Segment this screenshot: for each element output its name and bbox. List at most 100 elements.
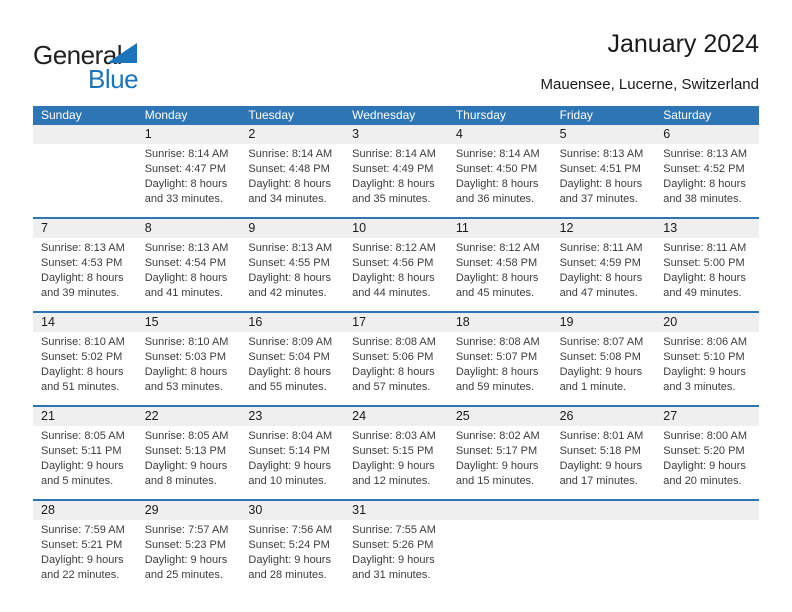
day-number: 27 — [655, 407, 759, 426]
day-header-sunday: Sunday — [41, 108, 82, 122]
calendar-week-row: 7 Sunrise: 8:13 AM Sunset: 4:53 PM Daylight… — [33, 217, 759, 311]
day-number: 3 — [344, 125, 448, 144]
day-details: Sunrise: 8:12 AM Sunset: 4:56 PM Daylight:… — [344, 238, 448, 301]
sunset-line: Sunset: 4:47 PM — [144, 163, 227, 175]
logo-word-blue: Blue — [88, 64, 139, 94]
calendar-day-cell: 30 Sunrise: 7:56 AM Sunset: 5:24 PM Dayligh… — [240, 501, 345, 593]
day-details: Sunrise: 7:55 AM Sunset: 5:26 PM Daylight:… — [344, 520, 448, 583]
calendar-day-cell: 23 Sunrise: 8:04 AM Sunset: 5:14 PM Dayligh… — [240, 407, 345, 499]
calendar-day-cell: 14 Sunrise: 8:10 AM Sunset: 5:02 PM Dayligh… — [33, 313, 137, 405]
day-details: Sunrise: 8:14 AM Sunset: 4:47 PM Daylight:… — [137, 144, 241, 207]
sunset-line: Sunset: 5:02 PM — [41, 351, 123, 363]
sunrise-line: Sunrise: 8:02 AM — [455, 430, 540, 442]
day-number: 17 — [344, 313, 448, 332]
sunset-line: Sunset: 5:00 PM — [663, 257, 745, 269]
day-details: Sunrise: 8:13 AM Sunset: 4:52 PM Daylight:… — [655, 144, 759, 207]
day-details: Sunrise: 8:08 AM Sunset: 5:07 PM Daylight:… — [448, 332, 552, 395]
day-header-friday: Friday — [559, 108, 593, 122]
sunset-line: Sunset: 5:18 PM — [559, 445, 641, 457]
daylight-line: Daylight: 9 hours and 15 minutes. — [455, 460, 539, 487]
day-header-tuesday: Tuesday — [248, 108, 295, 122]
day-details: Sunrise: 8:08 AM Sunset: 5:06 PM Daylight:… — [344, 332, 448, 395]
calendar-day-cell: 9 Sunrise: 8:13 AM Sunset: 4:55 PM Daylight… — [240, 219, 345, 311]
sunset-line: Sunset: 5:04 PM — [248, 351, 330, 363]
day-details: Sunrise: 8:10 AM Sunset: 5:02 PM Daylight:… — [33, 332, 137, 395]
calendar-day-cell: 21 Sunrise: 8:05 AM Sunset: 5:11 PM Dayligh… — [33, 407, 137, 499]
daylight-line: Daylight: 8 hours and 45 minutes. — [455, 272, 539, 299]
calendar: Sunday Monday Tuesday Wednesday Thursday Frid… — [33, 106, 759, 593]
daylight-line: Daylight: 9 hours and 22 minutes. — [41, 554, 124, 581]
calendar-day-cell-empty — [33, 125, 137, 217]
day-header-saturday: Saturday — [663, 108, 712, 122]
calendar-day-cell: 19 Sunrise: 8:07 AM Sunset: 5:08 PM Dayligh… — [551, 313, 656, 405]
day-number — [655, 501, 759, 520]
sunrise-line: Sunrise: 8:10 AM — [144, 336, 229, 348]
sunset-line: Sunset: 5:06 PM — [352, 351, 434, 363]
sunset-line: Sunset: 4:49 PM — [352, 163, 434, 175]
calendar-day-cell: 22 Sunrise: 8:05 AM Sunset: 5:13 PM Dayligh… — [136, 407, 241, 499]
sunset-line: Sunset: 5:21 PM — [41, 539, 123, 551]
sunset-line: Sunset: 4:58 PM — [455, 257, 538, 269]
sunrise-line: Sunrise: 8:05 AM — [41, 430, 125, 442]
sunrise-line: Sunrise: 8:13 AM — [41, 242, 125, 254]
calendar-day-cell: 15 Sunrise: 8:10 AM Sunset: 5:03 PM Dayligh… — [136, 313, 241, 405]
calendar-day-cell: 7 Sunrise: 8:13 AM Sunset: 4:53 PM Daylight… — [33, 219, 137, 311]
sunrise-line: Sunrise: 7:57 AM — [144, 524, 229, 536]
sunrise-line: Sunrise: 8:11 AM — [559, 242, 643, 254]
day-details: Sunrise: 7:57 AM Sunset: 5:23 PM Daylight:… — [137, 520, 241, 583]
day-number: 4 — [447, 125, 552, 144]
sunset-line: Sunset: 4:54 PM — [144, 257, 227, 269]
page-title: January 2024 — [607, 30, 759, 58]
sunset-line: Sunset: 4:56 PM — [352, 257, 434, 269]
sunrise-line: Sunrise: 8:14 AM — [248, 148, 333, 160]
daylight-line: Daylight: 9 hours and 28 minutes. — [248, 554, 331, 581]
day-number: 22 — [136, 407, 241, 426]
calendar-day-cell-empty — [551, 501, 656, 593]
sunset-line: Sunset: 5:10 PM — [663, 351, 745, 363]
sunrise-line: Sunrise: 8:05 AM — [144, 430, 229, 442]
sunrise-line: Sunrise: 8:09 AM — [248, 336, 333, 348]
day-number: 7 — [33, 219, 137, 238]
day-number: 28 — [33, 501, 137, 520]
sunset-line: Sunset: 5:15 PM — [352, 445, 434, 457]
daylight-line: Daylight: 9 hours and 3 minutes. — [663, 366, 746, 393]
daylight-line: Daylight: 8 hours and 35 minutes. — [352, 178, 435, 205]
sunrise-line: Sunrise: 8:14 AM — [455, 148, 540, 160]
sunrise-line: Sunrise: 8:11 AM — [663, 242, 747, 254]
sunset-line: Sunset: 4:50 PM — [455, 163, 538, 175]
sunrise-line: Sunrise: 7:59 AM — [41, 524, 125, 536]
sunset-line: Sunset: 4:55 PM — [248, 257, 330, 269]
calendar-day-cell: 31 Sunrise: 7:55 AM Sunset: 5:26 PM Dayligh… — [344, 501, 448, 593]
day-number: 9 — [240, 219, 345, 238]
calendar-day-cell: 3 Sunrise: 8:14 AM Sunset: 4:49 PM Daylight… — [344, 125, 448, 217]
day-details: Sunrise: 8:14 AM Sunset: 4:49 PM Daylight:… — [344, 144, 448, 207]
day-number — [33, 125, 137, 144]
day-number: 11 — [447, 219, 552, 238]
daylight-line: Daylight: 8 hours and 37 minutes. — [559, 178, 643, 205]
calendar-week-row: 1 Sunrise: 8:14 AM Sunset: 4:47 PM Daylight… — [33, 125, 759, 217]
day-number: 29 — [136, 501, 241, 520]
day-details: Sunrise: 8:00 AM Sunset: 5:20 PM Daylight:… — [655, 426, 759, 489]
day-details: Sunrise: 8:07 AM Sunset: 5:08 PM Daylight:… — [552, 332, 656, 395]
day-number: 26 — [551, 407, 656, 426]
calendar-day-cell: 12 Sunrise: 8:11 AM Sunset: 4:59 PM Dayligh… — [551, 219, 656, 311]
day-number: 12 — [551, 219, 656, 238]
day-details: Sunrise: 8:10 AM Sunset: 5:03 PM Daylight:… — [137, 332, 241, 395]
calendar-day-cell: 6 Sunrise: 8:13 AM Sunset: 4:52 PM Daylight… — [655, 125, 759, 217]
sunset-line: Sunset: 5:14 PM — [248, 445, 330, 457]
calendar-day-cell: 25 Sunrise: 8:02 AM Sunset: 5:17 PM Dayligh… — [447, 407, 552, 499]
daylight-line: Daylight: 9 hours and 31 minutes. — [352, 554, 435, 581]
day-number: 23 — [240, 407, 345, 426]
day-details: Sunrise: 8:05 AM Sunset: 5:13 PM Daylight:… — [137, 426, 241, 489]
daylight-line: Daylight: 9 hours and 5 minutes. — [41, 460, 124, 487]
calendar-day-cell: 17 Sunrise: 8:08 AM Sunset: 5:06 PM Dayligh… — [344, 313, 448, 405]
day-number: 30 — [240, 501, 345, 520]
sunset-line: Sunset: 4:52 PM — [663, 163, 745, 175]
sunrise-line: Sunrise: 8:12 AM — [455, 242, 540, 254]
daylight-line: Daylight: 8 hours and 39 minutes. — [41, 272, 124, 299]
calendar-day-cell: 29 Sunrise: 7:57 AM Sunset: 5:23 PM Dayligh… — [136, 501, 241, 593]
sunrise-line: Sunrise: 8:00 AM — [663, 430, 748, 442]
daylight-line: Daylight: 8 hours and 55 minutes. — [248, 366, 331, 393]
sunset-line: Sunset: 5:11 PM — [41, 445, 122, 457]
